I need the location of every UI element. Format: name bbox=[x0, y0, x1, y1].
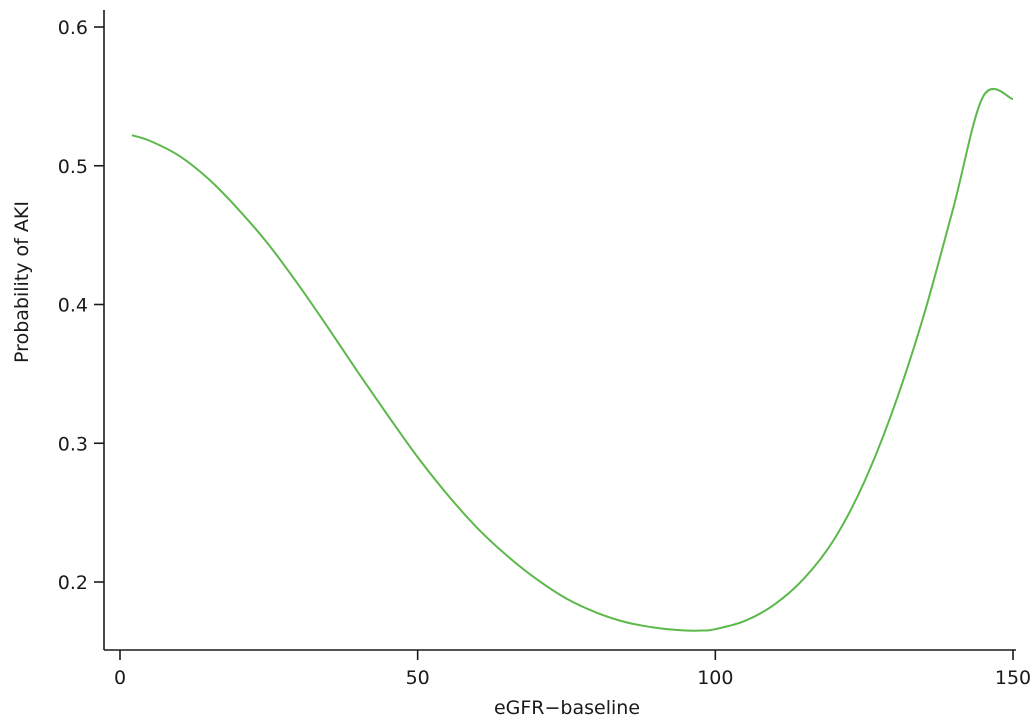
x-axis-label: eGFR−baseline bbox=[494, 697, 640, 719]
x-tick-label: 0 bbox=[114, 667, 126, 689]
axis-labels: eGFR−baseline Probability of AKI bbox=[11, 201, 640, 719]
series-line bbox=[131, 88, 1014, 632]
y-tick-label: 0.5 bbox=[58, 156, 88, 178]
y-tick-label: 0.2 bbox=[58, 572, 88, 594]
y-axis-label: Probability of AKI bbox=[11, 201, 33, 363]
y-tick-label: 0.3 bbox=[58, 433, 88, 455]
x-tick-label: 150 bbox=[995, 667, 1031, 689]
x-tick-label: 100 bbox=[697, 667, 733, 689]
x-tick-label: 50 bbox=[406, 667, 430, 689]
plot-area bbox=[131, 88, 1014, 632]
y-tick-label: 0.6 bbox=[58, 17, 88, 39]
axes: 0.2 0.3 0.4 0.5 0.6 0 50 100 150 bbox=[58, 10, 1031, 689]
y-tick-label: 0.4 bbox=[58, 295, 88, 317]
